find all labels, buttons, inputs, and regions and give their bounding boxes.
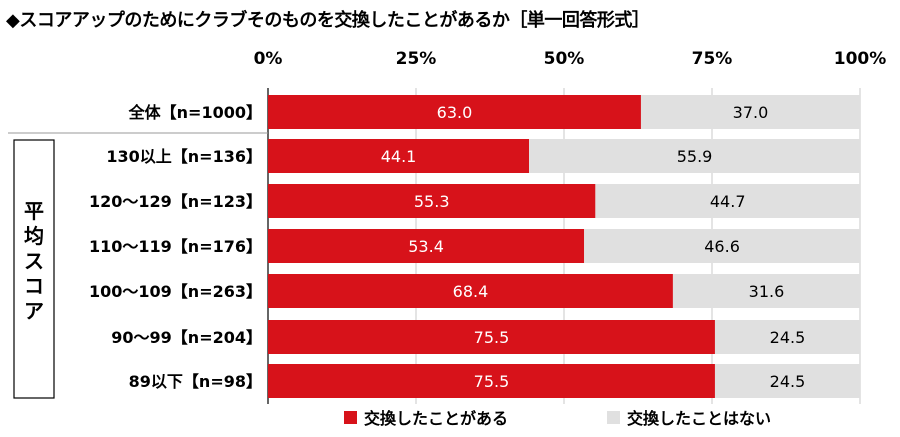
data-label: 44.7: [710, 192, 746, 211]
bar-segment: [529, 139, 860, 173]
chart-title: ◆スコアアップのためにクラブそのものを交換したことがあるか［単一回答形式］: [6, 10, 650, 31]
bar-segment: [584, 229, 860, 263]
bar-segment: [714, 364, 860, 398]
x-tick-label: 75%: [692, 49, 733, 69]
category-label: 全体【n=1000】: [128, 103, 262, 122]
data-label: 46.6: [704, 237, 740, 256]
group-bracket: [13, 139, 55, 399]
data-label: 37.0: [733, 103, 769, 122]
data-label: 24.5: [770, 328, 806, 347]
x-tick-label: 25%: [396, 49, 437, 69]
data-label: 68.4: [453, 282, 489, 301]
data-label: 63.0: [437, 103, 473, 122]
category-label: 110～119【n=176】: [89, 237, 262, 256]
category-label: 89以下【n=98】: [129, 372, 262, 391]
legend-label: 交換したことがある: [364, 409, 508, 428]
data-label: 31.6: [749, 282, 785, 301]
bar-segment: [595, 184, 860, 218]
data-label: 75.5: [474, 328, 510, 347]
bar-segment: [268, 364, 715, 398]
legend-swatch: [607, 411, 620, 424]
category-label: 130以上【n=136】: [106, 147, 262, 166]
x-tick-label: 0%: [254, 49, 283, 69]
data-label: 44.1: [381, 147, 417, 166]
bar-segment: [268, 320, 715, 354]
bar-segment: [268, 184, 596, 218]
data-label: 55.3: [414, 192, 450, 211]
bar-segment: [672, 274, 860, 308]
category-label: 120～129【n=123】: [89, 192, 262, 211]
bar-segment: [714, 320, 860, 354]
data-label: 24.5: [770, 372, 806, 391]
x-tick-label: 50%: [544, 49, 585, 69]
bar-segment: [268, 139, 530, 173]
bar-segment: [268, 95, 641, 129]
bar-segment: [268, 229, 585, 263]
category-label: 100～109【n=263】: [89, 282, 262, 301]
data-label: 75.5: [474, 372, 510, 391]
group-label: 平均スコア: [24, 199, 44, 323]
category-label: 90～99【n=204】: [111, 328, 262, 347]
bar-segment: [640, 95, 860, 129]
legend-label: 交換したことはない: [627, 409, 771, 428]
legend-swatch: [344, 411, 357, 424]
x-tick-label: 100%: [834, 49, 887, 69]
data-label: 53.4: [408, 237, 444, 256]
bar-segment: [268, 274, 673, 308]
data-label: 55.9: [677, 147, 713, 166]
